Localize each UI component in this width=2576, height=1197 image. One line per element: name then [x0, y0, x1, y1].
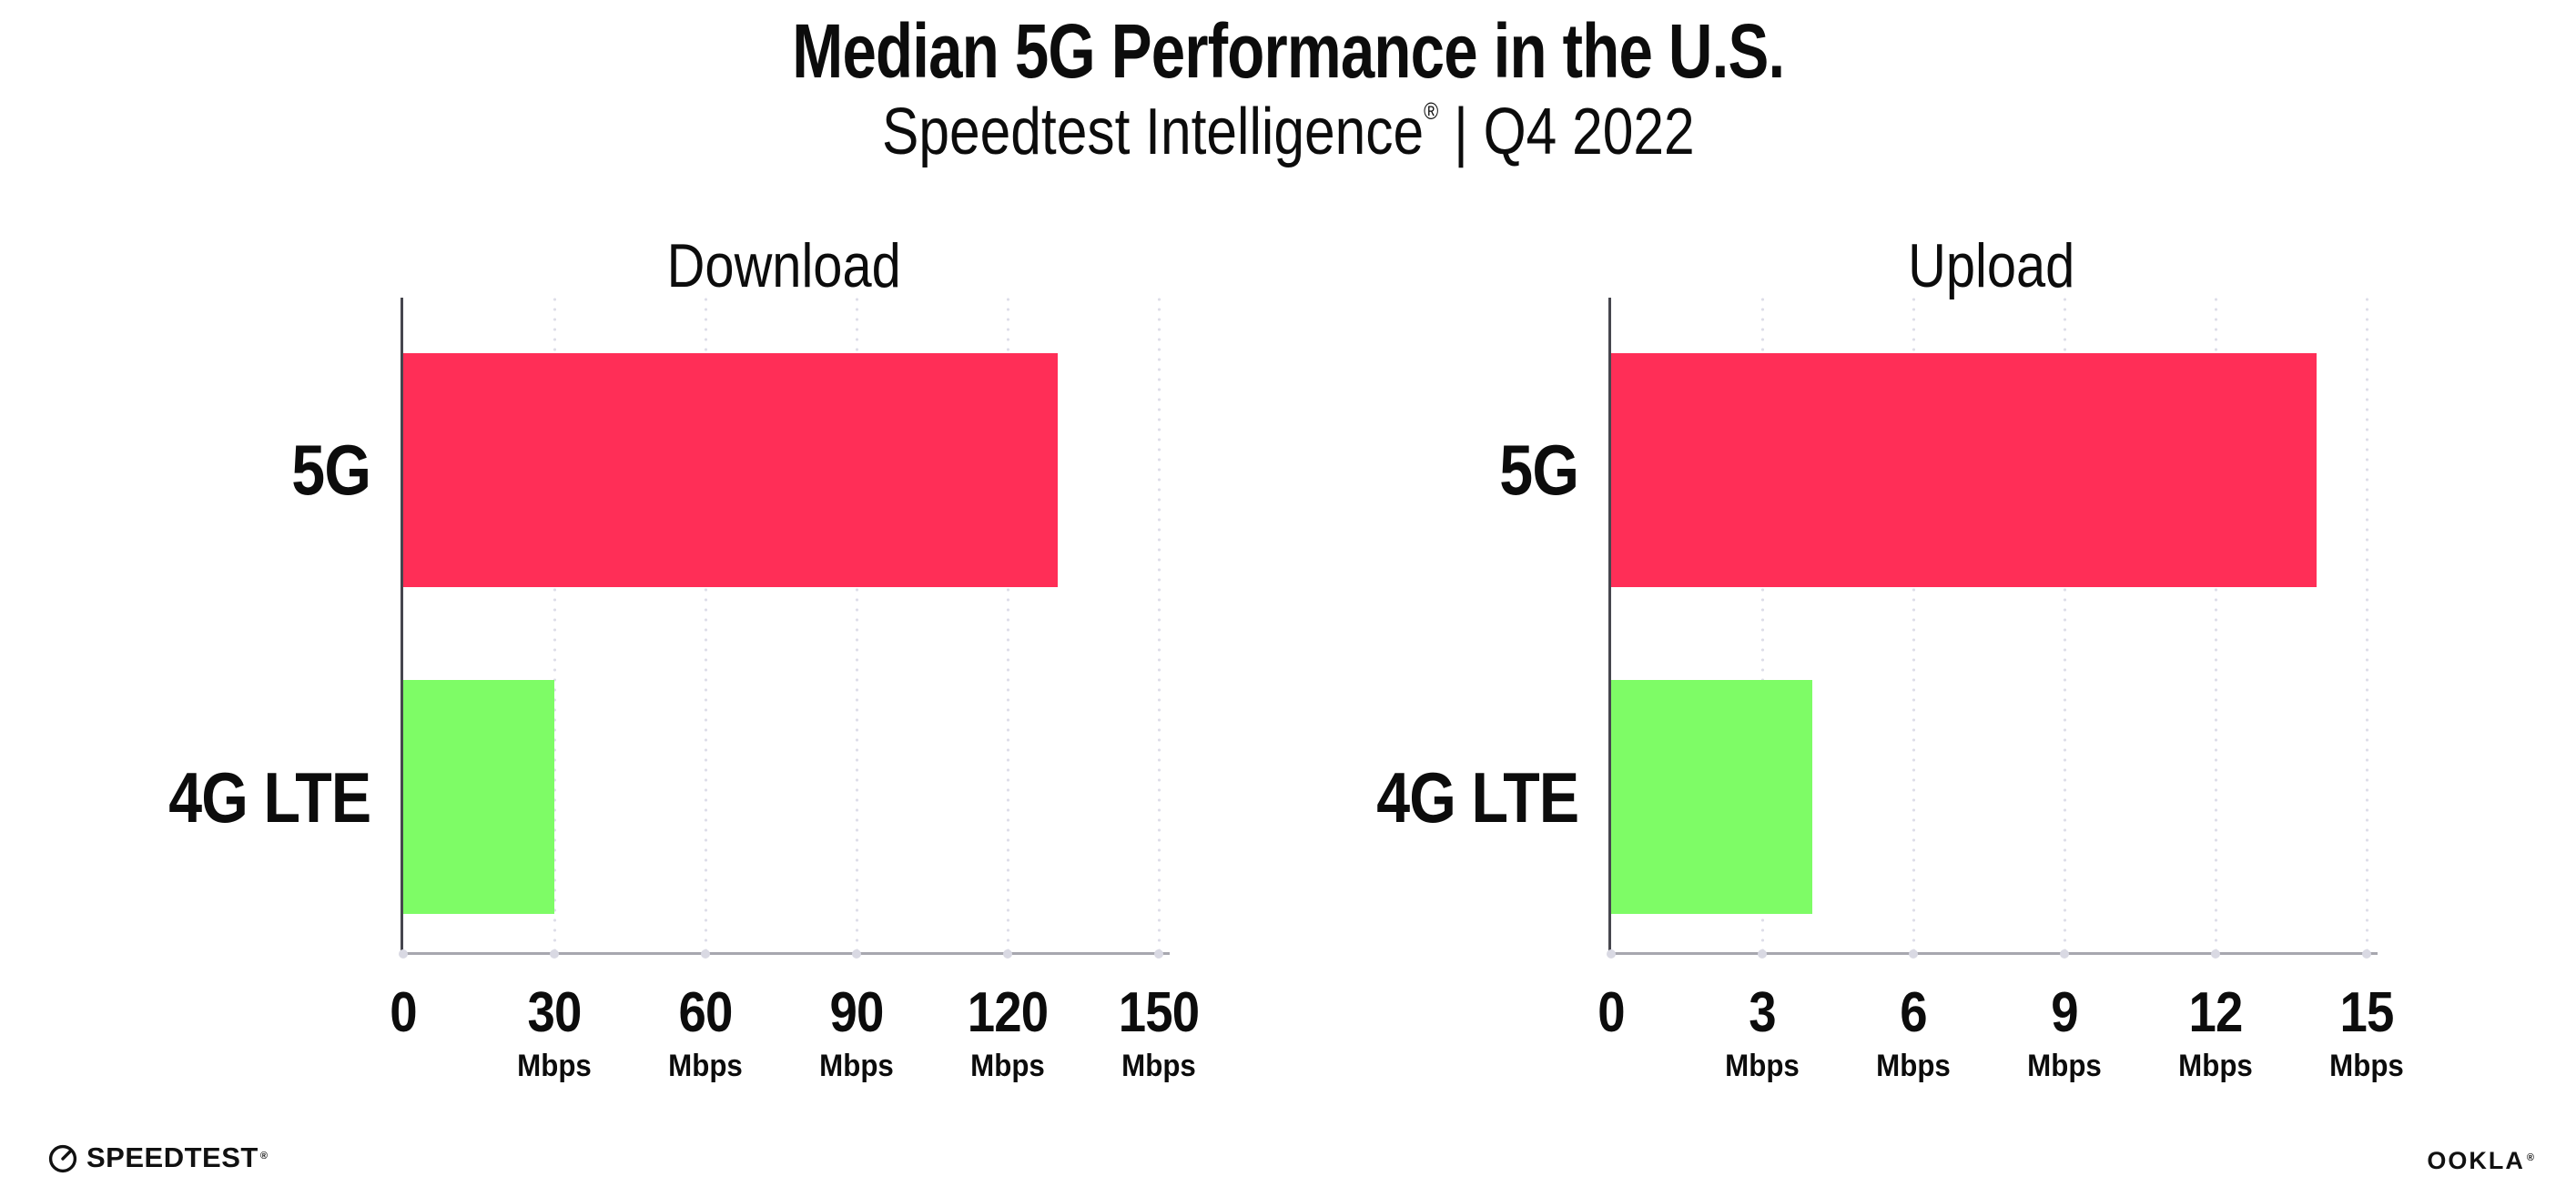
x-tick-unit: Mbps	[1121, 1049, 1196, 1083]
x-tick-value: 3	[1749, 981, 1776, 1044]
category-label-text: 5G	[291, 430, 371, 510]
category-label-5g: 5G	[1486, 430, 1579, 510]
axis-tick-dot	[1758, 948, 1767, 959]
subtitle-brand: Speedtest Intelligence	[881, 96, 1424, 168]
speedtest-gauge-icon	[48, 1144, 77, 1173]
x-tick-unit: Mbps	[668, 1049, 743, 1083]
category-label-text: 4G LTE	[1375, 757, 1579, 837]
4g-lte-upload-bar	[1611, 680, 1813, 914]
gridline-60-mbps	[704, 298, 707, 952]
gridline-3-mbps	[1760, 298, 1764, 952]
4g-lte-download-bar	[403, 680, 554, 914]
gridline-90-mbps	[855, 298, 858, 952]
axis-tick-dot	[2211, 948, 2220, 959]
x-tick-label-120: 120 Mbps	[962, 981, 1053, 1083]
ookla-logo: OOKLA ®	[2427, 1147, 2536, 1175]
axis-tick-dot	[1003, 948, 1012, 959]
page-title: Median 5G Performance in the U.S.	[0, 11, 2576, 91]
x-tick-value: 0	[390, 981, 417, 1044]
x-tick-label-0: 0	[388, 985, 418, 1041]
x-tick-value: 12	[2188, 981, 2244, 1044]
x-tick-unit: Mbps	[819, 1049, 894, 1083]
5g-upload-bar	[1611, 353, 2317, 587]
axis-tick-dot	[1909, 948, 1918, 959]
page-title-text: Median 5G Performance in the U.S.	[791, 8, 1785, 94]
speedtest-trademark-icon: ®	[259, 1151, 269, 1161]
x-tick-label-0: 0	[1596, 985, 1626, 1041]
category-label-5g: 5G	[278, 430, 371, 510]
category-label-text: 5G	[1499, 430, 1579, 510]
download-chart-title-text: Download	[666, 231, 901, 300]
x-tick-label-9: 9 Mbps	[2024, 981, 2105, 1083]
download-plot-area: 0 30 Mbps 60 Mbps 90 Mbps 120 Mbps 150 Mbps 5G 4G LT…	[168, 298, 1200, 1081]
category-label-4g-lte: 4G LTE	[133, 757, 371, 837]
x-tick-label-30: 30 Mbps	[514, 981, 595, 1083]
x-tick-value: 30	[527, 981, 583, 1044]
speedtest-logo-text: SPEEDTEST ®	[86, 1141, 269, 1173]
ookla-logo-text: OOKLA	[2427, 1147, 2525, 1174]
gridline-30-mbps	[553, 298, 556, 952]
gridline-15-mbps	[2365, 298, 2368, 952]
x-tick-value: 9	[2051, 981, 2078, 1044]
5g-download-bar	[403, 353, 1059, 587]
x-tick-label-150: 150 Mbps	[1113, 981, 1204, 1083]
ookla-trademark-icon: ®	[2526, 1152, 2536, 1163]
x-tick-label-6: 6 Mbps	[1873, 981, 1954, 1083]
category-label-text: 4G LTE	[167, 757, 371, 837]
category-label-4g-lte: 4G LTE	[1341, 757, 1579, 837]
gridline-150-mbps	[1157, 298, 1161, 952]
gridline-120-mbps	[1006, 298, 1009, 952]
x-tick-label-3: 3 Mbps	[1722, 981, 1803, 1083]
axis-tick-dot	[1154, 948, 1163, 959]
x-tick-label-12: 12 Mbps	[2175, 981, 2257, 1083]
x-tick-value: 150	[1118, 981, 1200, 1044]
axis-tick-dot	[701, 948, 710, 959]
upload-chart-panel: Upload 0 3 Mbps 6 Mbps 9 Mbps 12 Mbps 15 Mbps 5G 4G …	[1376, 0, 2404, 1197]
download-chart-panel: Download 0 30 Mbps 60 Mbps 90 Mbps 120 Mbps 150 Mb…	[168, 0, 1200, 1197]
x-tick-unit: Mbps	[517, 1049, 592, 1083]
x-tick-value: 60	[678, 981, 734, 1044]
axis-tick-dot	[550, 948, 559, 959]
download-chart-title: Download	[401, 235, 1167, 297]
axis-tick-dot	[2362, 948, 2371, 959]
axis-tick-dot	[2060, 948, 2069, 959]
axis-tick-dot	[399, 948, 408, 959]
x-tick-label-90: 90 Mbps	[816, 981, 898, 1083]
x-tick-unit: Mbps	[2178, 1049, 2253, 1083]
x-tick-value: 15	[2339, 981, 2395, 1044]
x-tick-unit: Mbps	[2329, 1049, 2404, 1083]
x-tick-value: 90	[829, 981, 885, 1044]
gridline-12-mbps	[2214, 298, 2217, 952]
registered-mark-icon: ®	[1423, 97, 1438, 125]
x-tick-unit: Mbps	[1725, 1049, 1800, 1083]
x-tick-value: 120	[967, 981, 1049, 1044]
x-tick-unit: Mbps	[2027, 1049, 2102, 1083]
upload-chart-title-text: Upload	[1908, 231, 2075, 300]
x-tick-unit: Mbps	[1876, 1049, 1951, 1083]
x-tick-label-60: 60 Mbps	[665, 981, 746, 1083]
gridline-6-mbps	[1912, 298, 1915, 952]
speedtest-logo: SPEEDTEST ®	[47, 1141, 268, 1174]
x-tick-unit: Mbps	[970, 1049, 1045, 1083]
upload-plot-area: 0 3 Mbps 6 Mbps 9 Mbps 12 Mbps 15 Mbps 5G 4G LTE	[1376, 298, 2404, 1081]
axis-tick-dot	[1607, 948, 1616, 959]
axis-tick-dot	[852, 948, 861, 959]
page-subtitle: Speedtest Intelligence® | Q4 2022	[0, 96, 2576, 168]
x-tick-value: 0	[1597, 981, 1625, 1044]
upload-chart-title: Upload	[1608, 235, 2375, 297]
gridline-9-mbps	[2063, 298, 2066, 952]
x-tick-label-15: 15 Mbps	[2327, 981, 2408, 1083]
x-tick-value: 6	[1900, 981, 1927, 1044]
subtitle-period: | Q4 2022	[1453, 96, 1695, 168]
